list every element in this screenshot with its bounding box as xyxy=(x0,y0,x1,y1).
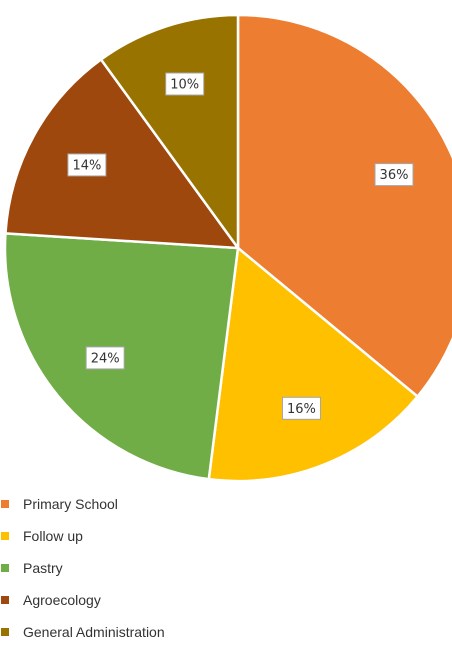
legend-label: General Administration xyxy=(23,624,165,640)
data-label-box xyxy=(67,153,107,177)
data-label-text: 36% xyxy=(380,168,409,183)
legend-item: Primary School xyxy=(0,488,165,520)
data-label-2: 16% xyxy=(281,396,321,420)
legend-item: Agroecology xyxy=(0,584,165,616)
pie-chart: 36% 16% 24% 14% 10% xyxy=(3,13,452,483)
data-label-1: 36% xyxy=(374,163,414,187)
pie-slice-4 xyxy=(4,58,240,250)
legend-item: Follow up xyxy=(0,520,165,552)
data-label-3: 24% xyxy=(85,346,125,370)
data-label-box xyxy=(85,346,125,370)
data-label-text: 10% xyxy=(170,78,199,93)
data-label-text: 16% xyxy=(287,402,316,417)
data-label-text: 14% xyxy=(72,158,101,173)
data-label-text: 24% xyxy=(91,351,120,366)
data-label-box xyxy=(281,396,321,420)
data-label-box xyxy=(374,163,414,187)
pie-slice-2 xyxy=(207,246,419,483)
legend-label: Follow up xyxy=(23,528,83,544)
data-label-5: 10% xyxy=(165,72,205,96)
legend-swatch xyxy=(1,532,9,540)
legend-swatch xyxy=(1,596,9,604)
legend-swatch xyxy=(1,500,9,508)
legend-label: Primary School xyxy=(23,496,118,512)
legend-label: Agroecology xyxy=(23,592,101,608)
data-label-4: 14% xyxy=(67,153,107,177)
legend-item: General Administration xyxy=(0,616,165,648)
legend-swatch xyxy=(1,564,9,572)
legend-item: Pastry xyxy=(0,552,165,584)
chart-legend: Primary School Follow up Pastry Agroecology… xyxy=(0,488,165,648)
pie-slice-1 xyxy=(236,13,452,398)
legend-label: Pastry xyxy=(23,560,63,576)
legend-swatch xyxy=(1,628,9,636)
data-label-box xyxy=(165,72,205,96)
